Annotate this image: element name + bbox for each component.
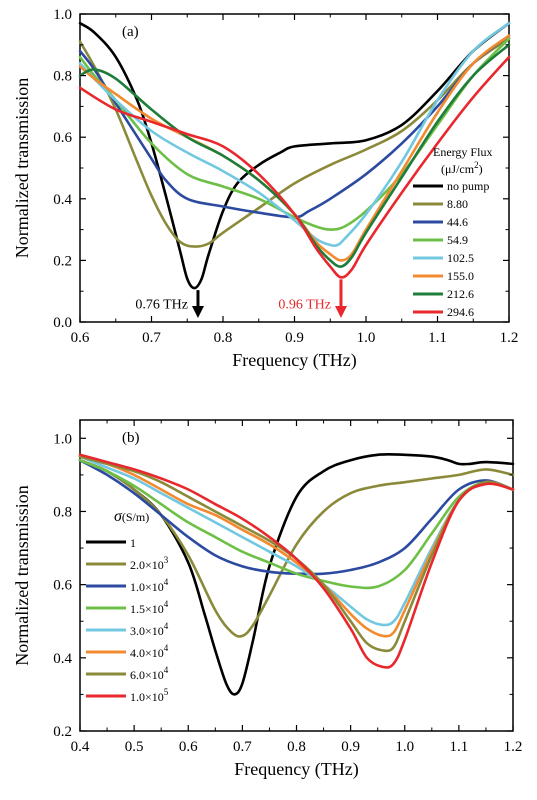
legend-b-label-5: 3.0×104 xyxy=(130,621,169,638)
panel-a-series-line-2-8-80 xyxy=(78,37,511,248)
legend-a-label-3: 44.6 xyxy=(447,215,468,229)
panel-b-label: (b) xyxy=(122,430,140,446)
annotation-arrowhead-2 xyxy=(334,306,347,318)
y-tick-label-a-3: 0.6 xyxy=(53,130,72,146)
y-tick-label-a-1: 0.2 xyxy=(53,253,72,269)
panel-a: 0.6 0.7 0.8 0.9 1.0 1.1 1.20.00.20.40.60.81.0 … xyxy=(12,7,518,371)
y-tick-label-b-4: 1.0 xyxy=(53,431,72,447)
panel-b-series-line-4-1-5-10-4 xyxy=(78,458,515,590)
x-tick-label-b-1: 0.5 xyxy=(125,739,144,755)
x-tick-label-b-2: 0.6 xyxy=(179,739,198,755)
annotation-label-1: 0.76 THz xyxy=(135,298,188,313)
panel-a-series-line-3-44-6 xyxy=(78,34,511,219)
x-tick-label-b-0: 0.4 xyxy=(71,739,90,755)
x-tick-label-b-4: 0.8 xyxy=(287,739,306,755)
x-tick-label-b-6: 1.0 xyxy=(395,739,414,755)
y-tick-label-a-0: 0.0 xyxy=(53,315,72,331)
y-tick-label-a-4: 0.8 xyxy=(53,69,72,85)
x-tick-label-a-0: 0.6 xyxy=(71,330,90,346)
legend-a-label-7: 212.6 xyxy=(447,287,474,301)
panel-b-plot-frame xyxy=(79,419,514,732)
panel-b-ticks: 0.4 0.5 0.6 0.7 0.8 0.9 1.0 1.1 1.20.20.40.60.81… xyxy=(53,420,522,755)
panel-b-series-group xyxy=(78,452,515,696)
x-tick-label-b-8: 1.2 xyxy=(504,739,523,755)
legend-a-title-line1: Energy Flux xyxy=(433,145,492,159)
panel-b-x-axis-title: Frequency (THz) xyxy=(234,759,358,780)
panel-a-series-line-6-155-0 xyxy=(78,34,511,262)
legend-b-label-6: 4.0×104 xyxy=(130,643,169,660)
y-tick-label-b-0: 0.2 xyxy=(53,724,72,740)
panel-b-legend: σ(S/m) 1 2.0×103 1.0×104 1.5×104 3.0×104 4.0×1… xyxy=(86,508,169,704)
x-tick-label-a-1: 0.7 xyxy=(142,330,161,346)
panel-a-series-line-7-212-6 xyxy=(78,43,511,268)
legend-a-label-5: 102.5 xyxy=(447,251,474,265)
panel-a-series-group xyxy=(78,21,511,290)
x-tick-label-a-3: 0.9 xyxy=(285,330,304,346)
panel-a-ticks: 0.6 0.7 0.8 0.9 1.0 1.1 1.2 0.0 0.2 0.4 0.6 0.8 1.0 xyxy=(53,7,518,346)
y-tick-label-a-5: 1.0 xyxy=(53,7,72,23)
panel-a-series-line-1-no-pump xyxy=(78,21,511,290)
x-tick-label-a-6: 1.2 xyxy=(500,330,519,346)
panel-a-series-line-5-102-5 xyxy=(78,21,511,248)
legend-b-label-8: 1.0×105 xyxy=(130,687,169,704)
x-tick-label-b-3: 0.7 xyxy=(233,739,252,755)
y-tick-label-a-2: 0.4 xyxy=(53,192,72,208)
legend-a-label-6: 155.0 xyxy=(447,269,474,283)
panel-a-x-axis-title: Frequency (THz) xyxy=(232,350,356,371)
annotation-label-2: 0.96 THz xyxy=(278,298,331,313)
panel-b: 0.4 0.5 0.6 0.7 0.8 0.9 1.0 1.1 1.20.20.40.60.81… xyxy=(12,419,522,780)
y-tick-label-b-1: 0.4 xyxy=(53,651,72,667)
legend-a-label-4: 54.9 xyxy=(447,233,468,247)
y-tick-label-b-2: 0.6 xyxy=(53,578,72,594)
panel-a-series-line-8-294-6 xyxy=(78,55,511,279)
legend-a-label-8: 294.6 xyxy=(447,305,474,319)
legend-b-label-3: 1.0×104 xyxy=(130,577,169,594)
panel-b-series-line-1-1 xyxy=(78,452,515,696)
x-tick-label-a-5: 1.1 xyxy=(428,330,447,346)
panel-a-legend: Energy Flux(μJ/cm2) no pump 8.80 44.6 54.9 10… xyxy=(413,145,492,319)
legend-b-label-7: 6.0×104 xyxy=(130,665,169,682)
x-tick-label-a-4: 1.0 xyxy=(357,330,376,346)
x-tick-label-b-7: 1.1 xyxy=(450,739,469,755)
legend-b-label-1: 1 xyxy=(130,536,136,550)
legend-a-title-line2: (μJ/cm2) xyxy=(441,160,483,176)
panel-a-y-axis-title: Normalized transmission xyxy=(12,78,32,258)
legend-a-label-1: no pump xyxy=(447,179,489,193)
panel-b-series-line-7-6-0-10-4 xyxy=(78,455,515,653)
panel-b-series-line-8-1-0-10-5 xyxy=(78,453,515,669)
legend-b-title: σ(S/m) xyxy=(114,508,149,525)
x-tick-label-b-5: 0.9 xyxy=(341,739,360,755)
annotation-arrowhead-1 xyxy=(191,306,204,318)
panel-a-label: (a) xyxy=(122,24,139,40)
y-tick-label-b-3: 0.8 xyxy=(53,504,72,520)
panel-b-y-axis-title: Normalized transmission xyxy=(12,485,32,665)
legend-a-label-2: 8.80 xyxy=(447,197,468,211)
legend-b-label-2: 2.0×103 xyxy=(130,555,169,572)
x-tick-label-a-2: 0.8 xyxy=(214,330,233,346)
legend-b-label-4: 1.5×104 xyxy=(130,599,169,616)
panel-a-annotations: 0.76 THz 0.96 THz xyxy=(135,279,347,318)
